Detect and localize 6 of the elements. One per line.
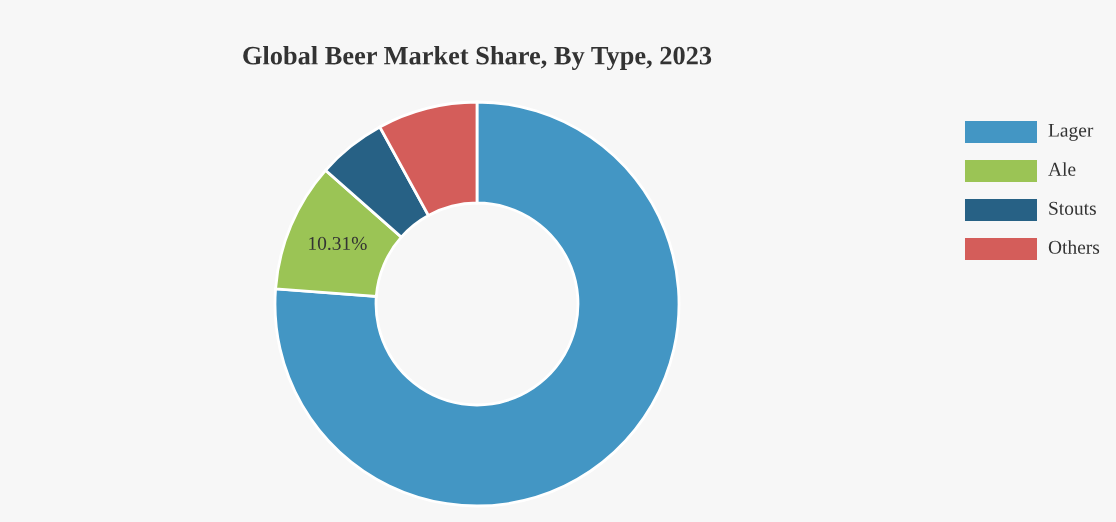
legend-label: Ale: [1048, 162, 1076, 176]
chart-title: Global Beer Market Share, By Type, 2023: [243, 46, 712, 70]
legend-label: Lager: [1048, 123, 1094, 141]
legend-label: Stouts: [1049, 201, 1096, 215]
legend-label: Others: [1048, 240, 1100, 254]
data-label: 10.31%: [309, 236, 367, 251]
